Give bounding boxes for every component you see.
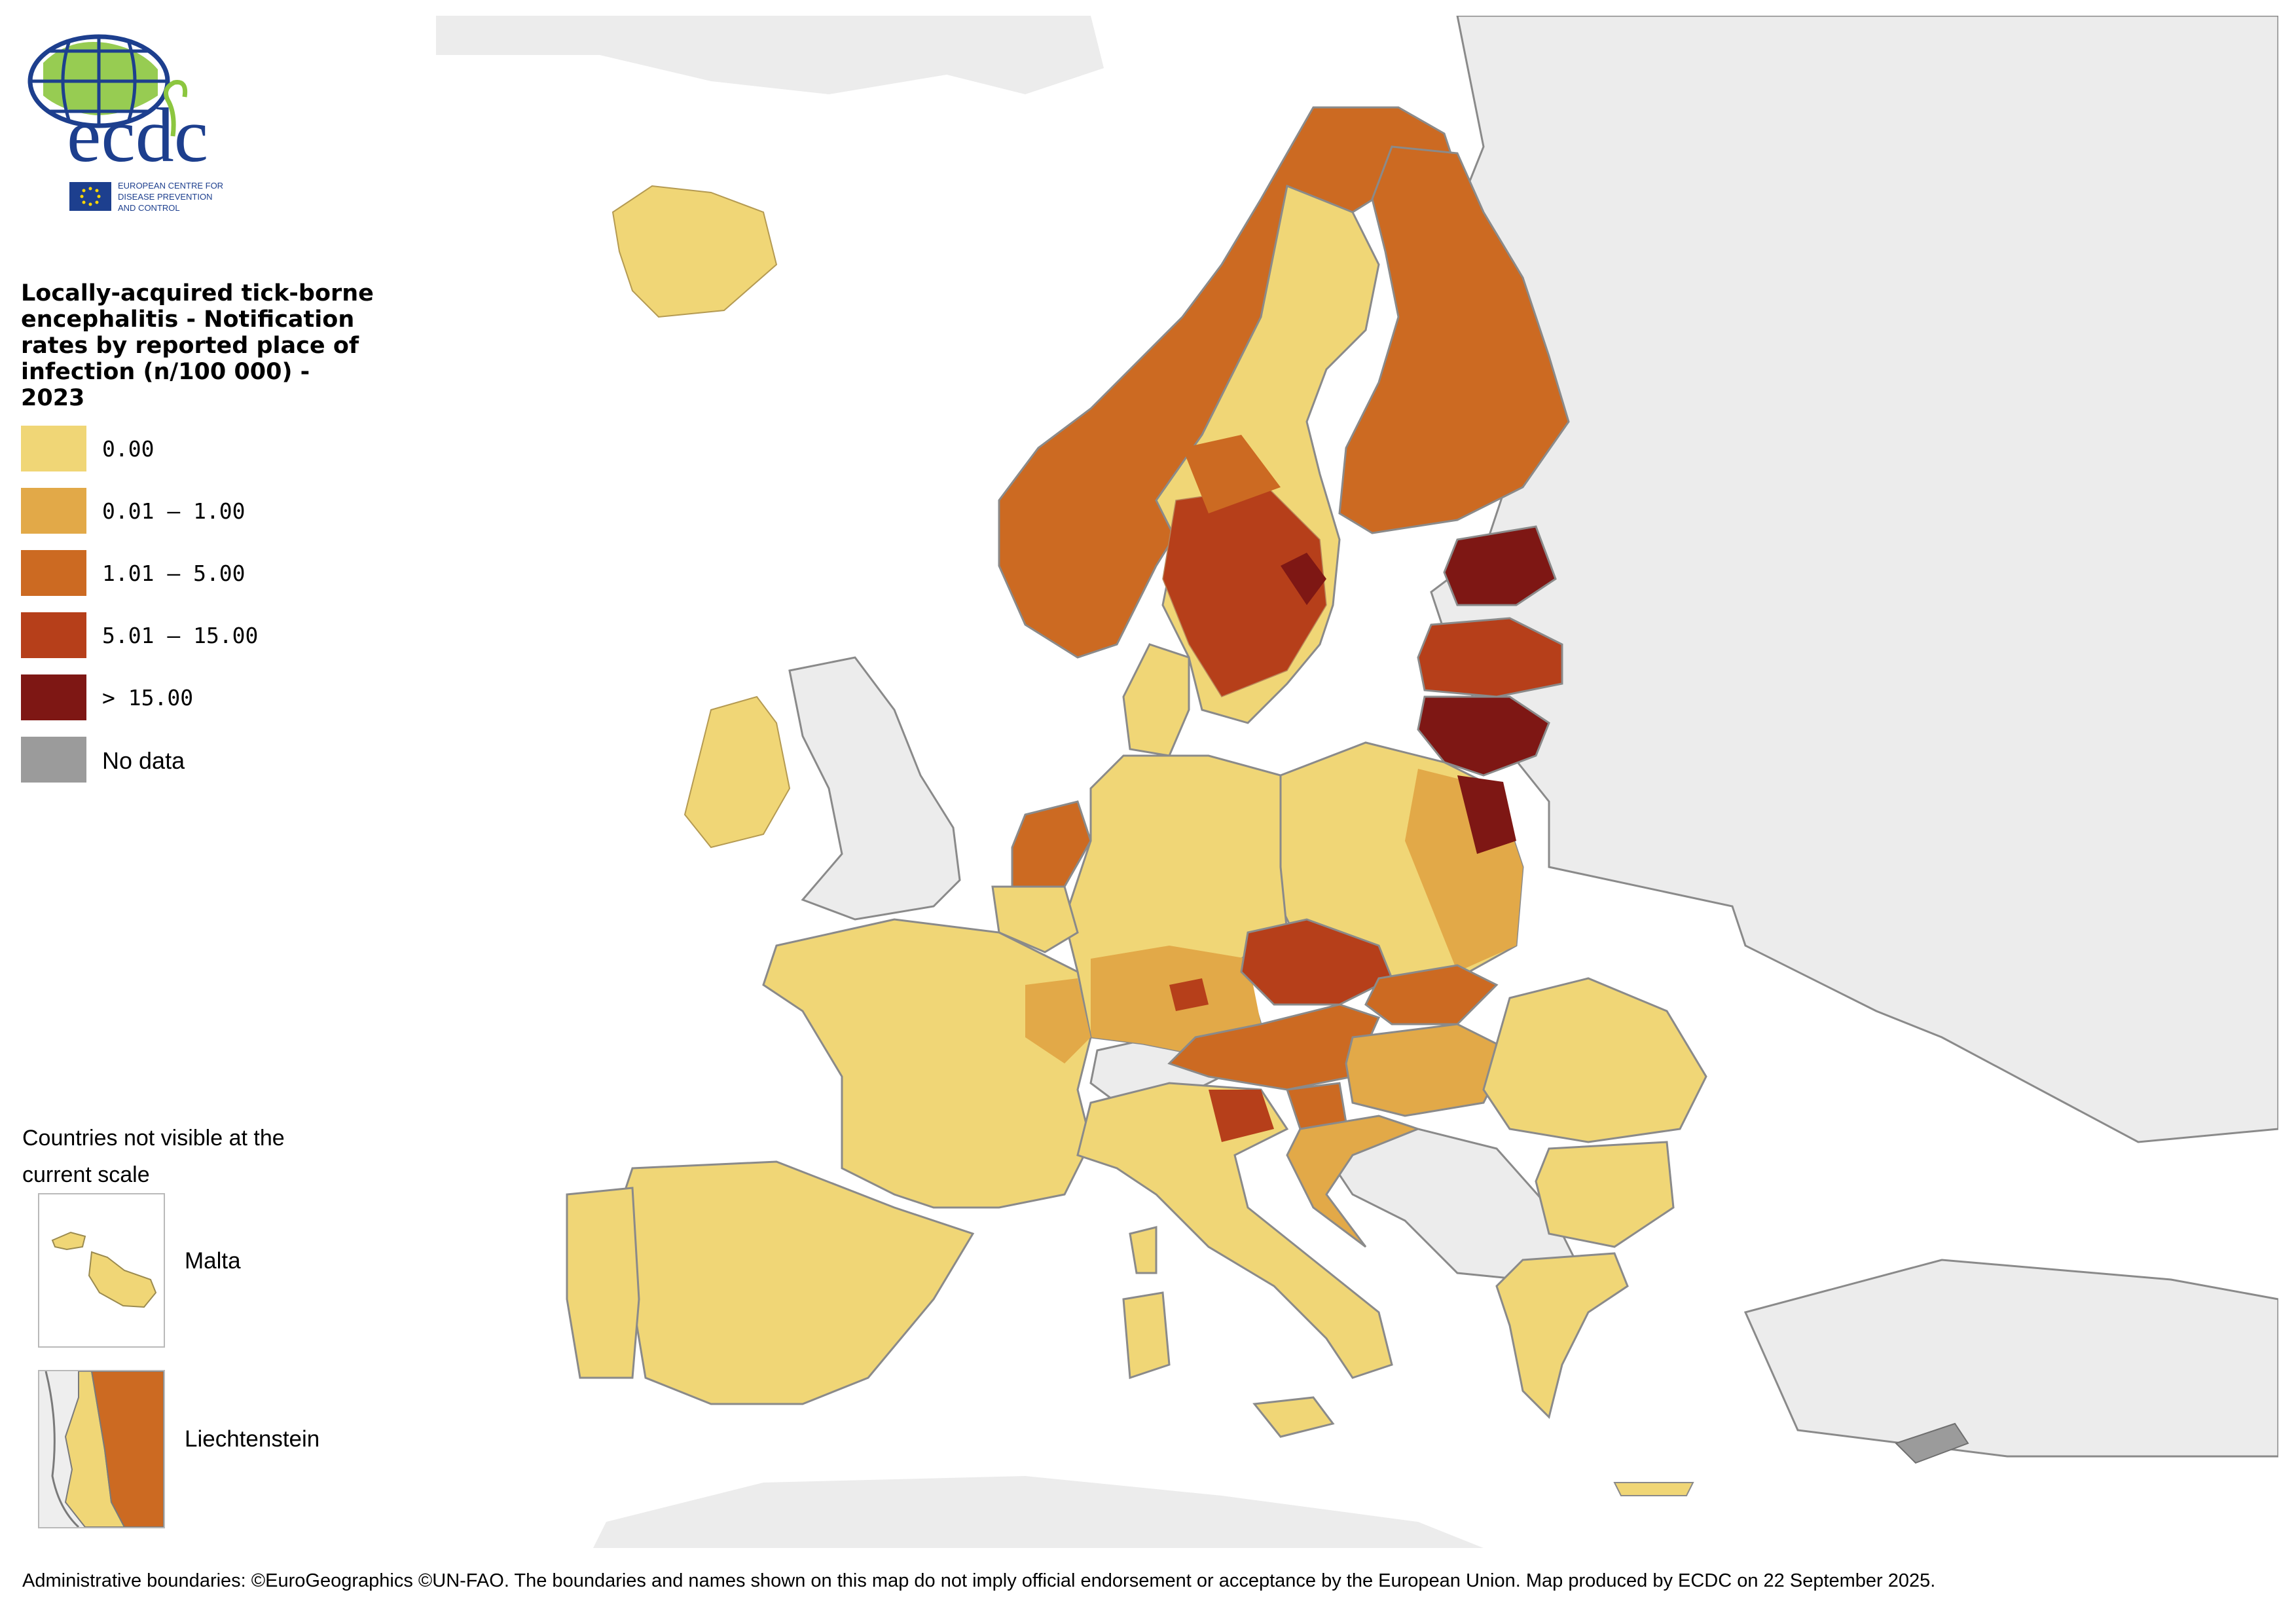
country-cyprus — [1895, 1422, 1969, 1464]
country-bulgaria — [1535, 1141, 1675, 1248]
country-croatia — [1286, 1115, 1421, 1248]
country-ireland — [683, 695, 791, 849]
europe-choropleth-map — [436, 14, 2280, 1548]
country-estonia — [1443, 525, 1557, 606]
country-latvia — [1417, 617, 1563, 698]
region-italy-northeast — [1209, 1090, 1274, 1142]
legend-item-2: 1.01 – 5.00 — [21, 550, 348, 596]
legend-label: No data — [102, 747, 185, 774]
map-title: Locally-acquired tick-borne encephalitis… — [21, 280, 374, 411]
malta-gozo-shape — [51, 1231, 86, 1251]
country-sicily — [1252, 1396, 1335, 1438]
legend-swatch — [21, 674, 86, 720]
legend-label: 0.00 — [102, 436, 155, 462]
country-italy — [1076, 1082, 1393, 1379]
inset-label-liechtenstein: Liechtenstein — [185, 1426, 320, 1452]
sprout-icon — [164, 79, 188, 137]
legend-swatch — [21, 488, 86, 534]
region-sweden-south — [1162, 487, 1327, 697]
land-north-africa — [593, 1476, 1484, 1548]
logo-agency-line-2: DISEASE PREVENTION — [118, 192, 212, 202]
ecdc-logo: ecdc EUROPEAN CENTRE FOR DISEASE PREVENT… — [24, 17, 246, 227]
country-hungary — [1345, 1023, 1512, 1117]
country-france — [762, 918, 1092, 1209]
legend-item-4: > 15.00 — [21, 674, 348, 720]
inset-malta — [38, 1193, 165, 1348]
inset-heading: Countries not visible at the current sca… — [22, 1126, 285, 1187]
country-crete — [1613, 1482, 1694, 1496]
legend-item-1: 0.01 – 1.00 — [21, 488, 348, 534]
logo-agency-line-1: EUROPEAN CENTRE FOR — [118, 181, 223, 191]
land-greenland — [436, 16, 1104, 94]
country-czechia — [1240, 918, 1393, 1006]
region-france-east — [1025, 978, 1091, 1063]
legend-label: 0.01 – 1.00 — [102, 498, 246, 524]
region-poland-northeast — [1457, 775, 1516, 854]
country-iceland — [611, 185, 778, 318]
country-greece — [1495, 1252, 1629, 1419]
country-portugal — [566, 1187, 640, 1379]
eu-flag-icon — [69, 182, 111, 211]
inset-label-malta: Malta — [185, 1248, 241, 1274]
globe-icon — [27, 34, 170, 128]
region-sweden-hotspot — [1281, 553, 1326, 605]
legend-label: 1.01 – 5.00 — [102, 561, 246, 586]
legend-swatch — [21, 612, 86, 658]
legend-label: 5.01 – 15.00 — [102, 623, 259, 648]
land-uk — [788, 656, 961, 921]
country-romania — [1482, 977, 1707, 1143]
country-corsica — [1129, 1226, 1157, 1274]
logo-acronym: ecdc — [67, 92, 208, 178]
region-germany-bavaria-hot — [1169, 978, 1209, 1011]
country-lithuania — [1417, 695, 1550, 777]
country-finland — [1338, 145, 1570, 534]
legend-item-0: 0.00 — [21, 426, 348, 471]
legend-item-5: No data — [21, 737, 348, 783]
country-sardinia — [1122, 1291, 1171, 1380]
legend-item-3: 5.01 – 15.00 — [21, 612, 348, 658]
footer-disclaimer: Administrative boundaries: ©EuroGeograph… — [22, 1570, 1936, 1591]
malta-main-shape — [88, 1251, 157, 1308]
legend-swatch — [21, 550, 86, 596]
legend-swatch — [21, 737, 86, 783]
inset-liechtenstein — [38, 1370, 165, 1528]
legend-swatch — [21, 426, 86, 471]
logo-agency-line-3: AND CONTROL — [118, 203, 180, 213]
region-sweden-mid — [1182, 435, 1281, 513]
country-belgium — [991, 885, 1079, 953]
legend-label: > 15.00 — [102, 685, 194, 710]
